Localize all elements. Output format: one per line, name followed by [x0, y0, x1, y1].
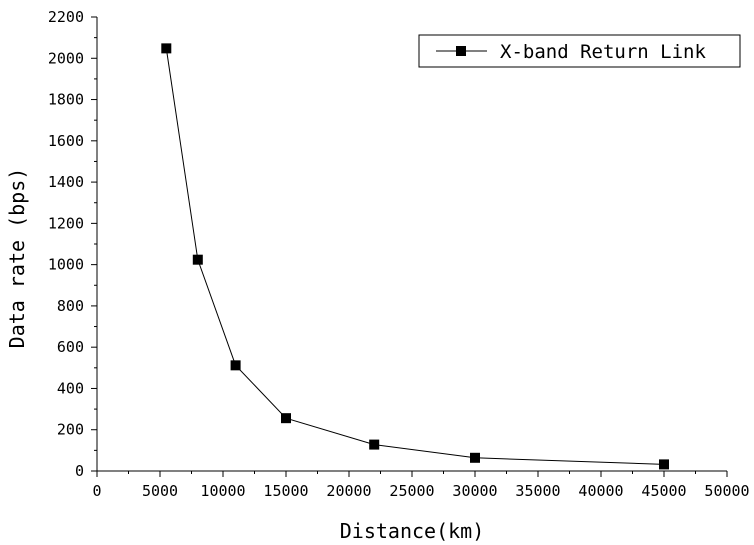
legend-label: X-band Return Link	[500, 41, 706, 63]
x-tick-label: 30000	[452, 482, 497, 500]
y-tick-label: 2200	[48, 8, 84, 26]
y-tick-label: 1600	[48, 132, 84, 150]
y-tick-label: 800	[57, 297, 84, 315]
x-tick-label: 45000	[641, 482, 686, 500]
y-tick-label: 200	[57, 421, 84, 439]
x-tick-label: 20000	[326, 482, 371, 500]
data-point	[192, 254, 203, 265]
x-tick-label: 5000	[142, 482, 178, 500]
legend-marker	[456, 46, 466, 56]
y-tick-label: 2000	[48, 49, 84, 67]
y-tick-label: 1200	[48, 214, 84, 232]
x-tick-label: 10000	[200, 482, 245, 500]
y-axis-title: Data rate (bps)	[5, 168, 29, 349]
y-tick-label: 1800	[48, 91, 84, 109]
data-point	[161, 43, 172, 54]
series-line-0	[165, 48, 665, 465]
data-point	[369, 439, 380, 450]
data-point	[230, 360, 241, 371]
y-tick-label: 0	[75, 462, 84, 480]
series-layer	[161, 43, 669, 470]
data-point	[281, 413, 291, 424]
x-axis-title: Distance(km)	[340, 519, 485, 543]
y-tick-label: 400	[57, 379, 84, 397]
y-tick-label: 600	[57, 338, 84, 356]
x-tick-label: 35000	[515, 482, 560, 500]
y-tick-label: 1400	[48, 173, 84, 191]
x-tick-label: 40000	[578, 482, 623, 500]
data-point	[659, 459, 669, 470]
x-tick-label: 50000	[704, 482, 749, 500]
y-axis-ticks: 0 200 400 600 800 1000 1200 1400 1600 1800 2000 220…	[48, 8, 97, 480]
x-tick-label: 15000	[263, 482, 308, 500]
x-tick-label: 25000	[389, 482, 434, 500]
y-tick-label: 1000	[48, 256, 84, 274]
data-point	[470, 452, 480, 463]
legend: X-band Return Link	[418, 34, 741, 68]
x-axis-ticks: 0 5000 10000 15000 20000 25000 30000 35000 40000…	[92, 471, 750, 500]
x-tick-label: 0	[92, 482, 101, 500]
axes	[96, 17, 727, 472]
